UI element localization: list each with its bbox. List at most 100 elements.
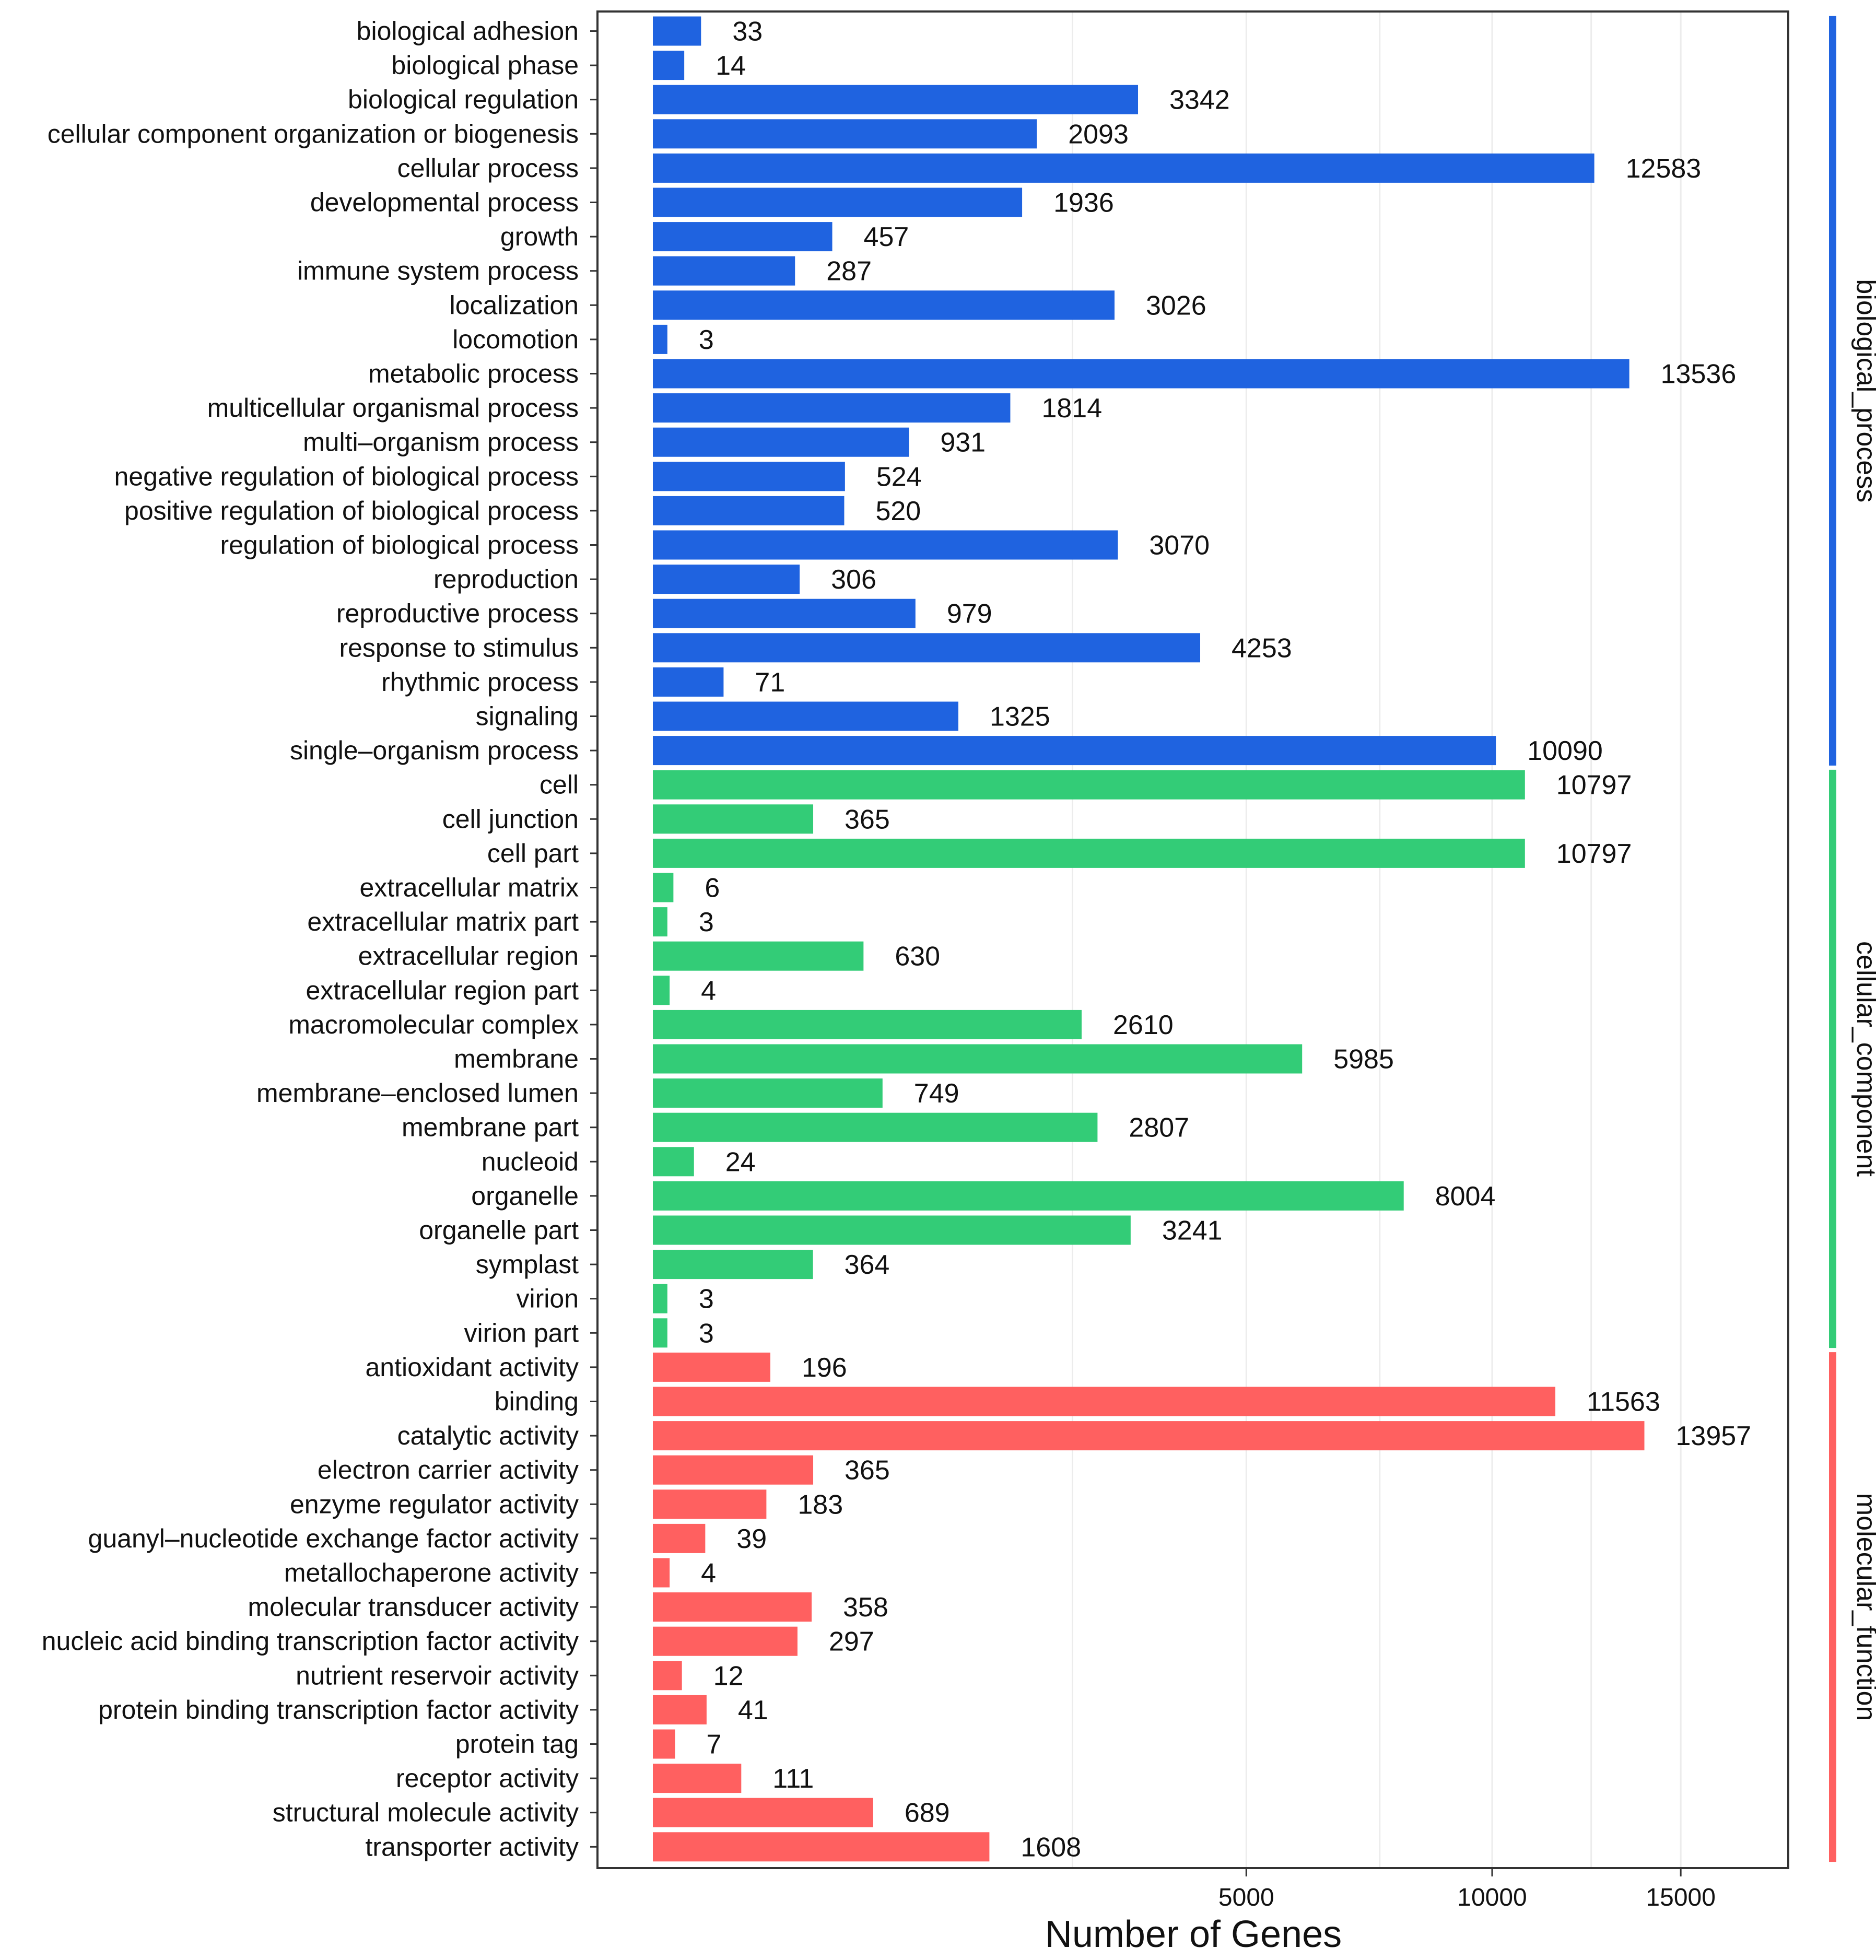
grid-lines [1072, 11, 1682, 1868]
category-label: receptor activity [396, 1764, 579, 1793]
category-label: antioxidant activity [365, 1353, 579, 1382]
bar [653, 1387, 1556, 1416]
category-label: nucleic acid binding transcription facto… [42, 1627, 579, 1656]
value-label: 2093 [1068, 119, 1129, 149]
bar [653, 222, 833, 252]
category-label: reproduction [433, 565, 579, 594]
group-legend: biological_process cellular_componentmole… [1829, 16, 1876, 1862]
value-labels: 3314334220931258319364572873026313536181… [699, 17, 1751, 1863]
bar [653, 1215, 1131, 1245]
group-label: molecular_function [1851, 1493, 1876, 1721]
x-axis-ticks: 5000 10000 15000 [1218, 1868, 1716, 1911]
bar [653, 51, 685, 80]
value-label: 39 [736, 1524, 767, 1554]
value-label: 364 [845, 1250, 890, 1280]
bar [653, 1318, 667, 1348]
value-label: 5985 [1333, 1044, 1394, 1075]
value-label: 1325 [990, 702, 1050, 732]
bar [653, 1284, 667, 1313]
category-label: protein binding transcription factor act… [98, 1695, 579, 1724]
value-label: 41 [738, 1695, 768, 1726]
category-label: transporter activity [366, 1832, 579, 1861]
value-label: 7 [707, 1730, 722, 1760]
value-label: 306 [831, 565, 876, 595]
value-label: 979 [947, 599, 992, 629]
category-label: locomotion [452, 325, 579, 354]
bar [653, 736, 1496, 766]
value-label: 365 [845, 1456, 890, 1486]
group-label: biological_process [1851, 279, 1876, 502]
value-label: 111 [772, 1764, 814, 1794]
bar [653, 1558, 670, 1588]
bar [653, 427, 909, 457]
category-label: metabolic process [368, 359, 579, 389]
category-label: biological phase [391, 51, 579, 80]
category-label: binding [495, 1387, 579, 1416]
value-label: 8004 [1435, 1181, 1496, 1212]
category-label: biological adhesion [357, 17, 579, 46]
bar [653, 1798, 873, 1827]
group-bar [1829, 769, 1836, 1348]
category-label: localization [450, 290, 579, 320]
value-label: 71 [755, 667, 785, 698]
bar [653, 290, 1115, 320]
value-label: 358 [843, 1592, 888, 1623]
bar [653, 907, 667, 937]
value-label: 12583 [1626, 154, 1702, 184]
value-label: 365 [845, 804, 890, 835]
category-label: multicellular organismal process [207, 393, 579, 422]
category-label: positive regulation of biological proces… [124, 496, 579, 525]
bar [653, 1250, 813, 1280]
category-label: membrane [454, 1044, 579, 1074]
value-label: 13536 [1661, 359, 1737, 390]
value-label: 196 [802, 1353, 847, 1383]
category-label: cellular component organization or bioge… [48, 119, 579, 148]
value-label: 287 [826, 256, 872, 287]
category-label: immune system process [297, 256, 579, 286]
x-axis-title: Number of Genes [1045, 1914, 1342, 1955]
category-label: response to stimulus [339, 633, 579, 662]
bar [653, 530, 1118, 560]
value-label: 524 [876, 462, 922, 492]
value-label: 1814 [1041, 393, 1102, 424]
bar [653, 1661, 682, 1691]
bar [653, 1764, 742, 1793]
category-label: symplast [476, 1250, 579, 1279]
bar [653, 119, 1037, 149]
bar [653, 1523, 706, 1553]
bar [653, 85, 1139, 114]
bars [653, 16, 1645, 1862]
value-label: 6 [705, 873, 720, 903]
category-labels: biological adhesion biological phase biolo… [42, 17, 597, 1861]
bar [653, 187, 1023, 217]
value-label: 13957 [1676, 1421, 1752, 1451]
bar [653, 1078, 883, 1108]
bar [653, 1352, 770, 1382]
category-label: extracellular region part [306, 976, 579, 1005]
value-label: 14 [716, 51, 746, 81]
x-tick-label: 10000 [1457, 1884, 1527, 1911]
plot-frame [596, 10, 1789, 1869]
category-label: protein tag [455, 1730, 579, 1759]
category-label: growth [500, 222, 579, 251]
bar [653, 1147, 694, 1177]
bar [653, 941, 864, 971]
bar [653, 1592, 812, 1622]
bar [653, 1112, 1098, 1142]
value-label: 931 [940, 428, 986, 458]
bar [653, 1832, 990, 1862]
value-label: 3070 [1149, 531, 1210, 561]
value-label: 4 [701, 976, 716, 1006]
bar [653, 496, 845, 525]
value-label: 10090 [1527, 736, 1603, 766]
value-label: 183 [798, 1489, 843, 1520]
category-label: structural molecule activity [273, 1798, 579, 1827]
bar [653, 393, 1011, 423]
bar [653, 1729, 675, 1759]
value-label: 2610 [1113, 1010, 1174, 1040]
category-label: developmental process [310, 188, 579, 217]
category-label: biological regulation [348, 85, 579, 114]
bar [653, 1044, 1303, 1074]
bar [653, 324, 667, 354]
